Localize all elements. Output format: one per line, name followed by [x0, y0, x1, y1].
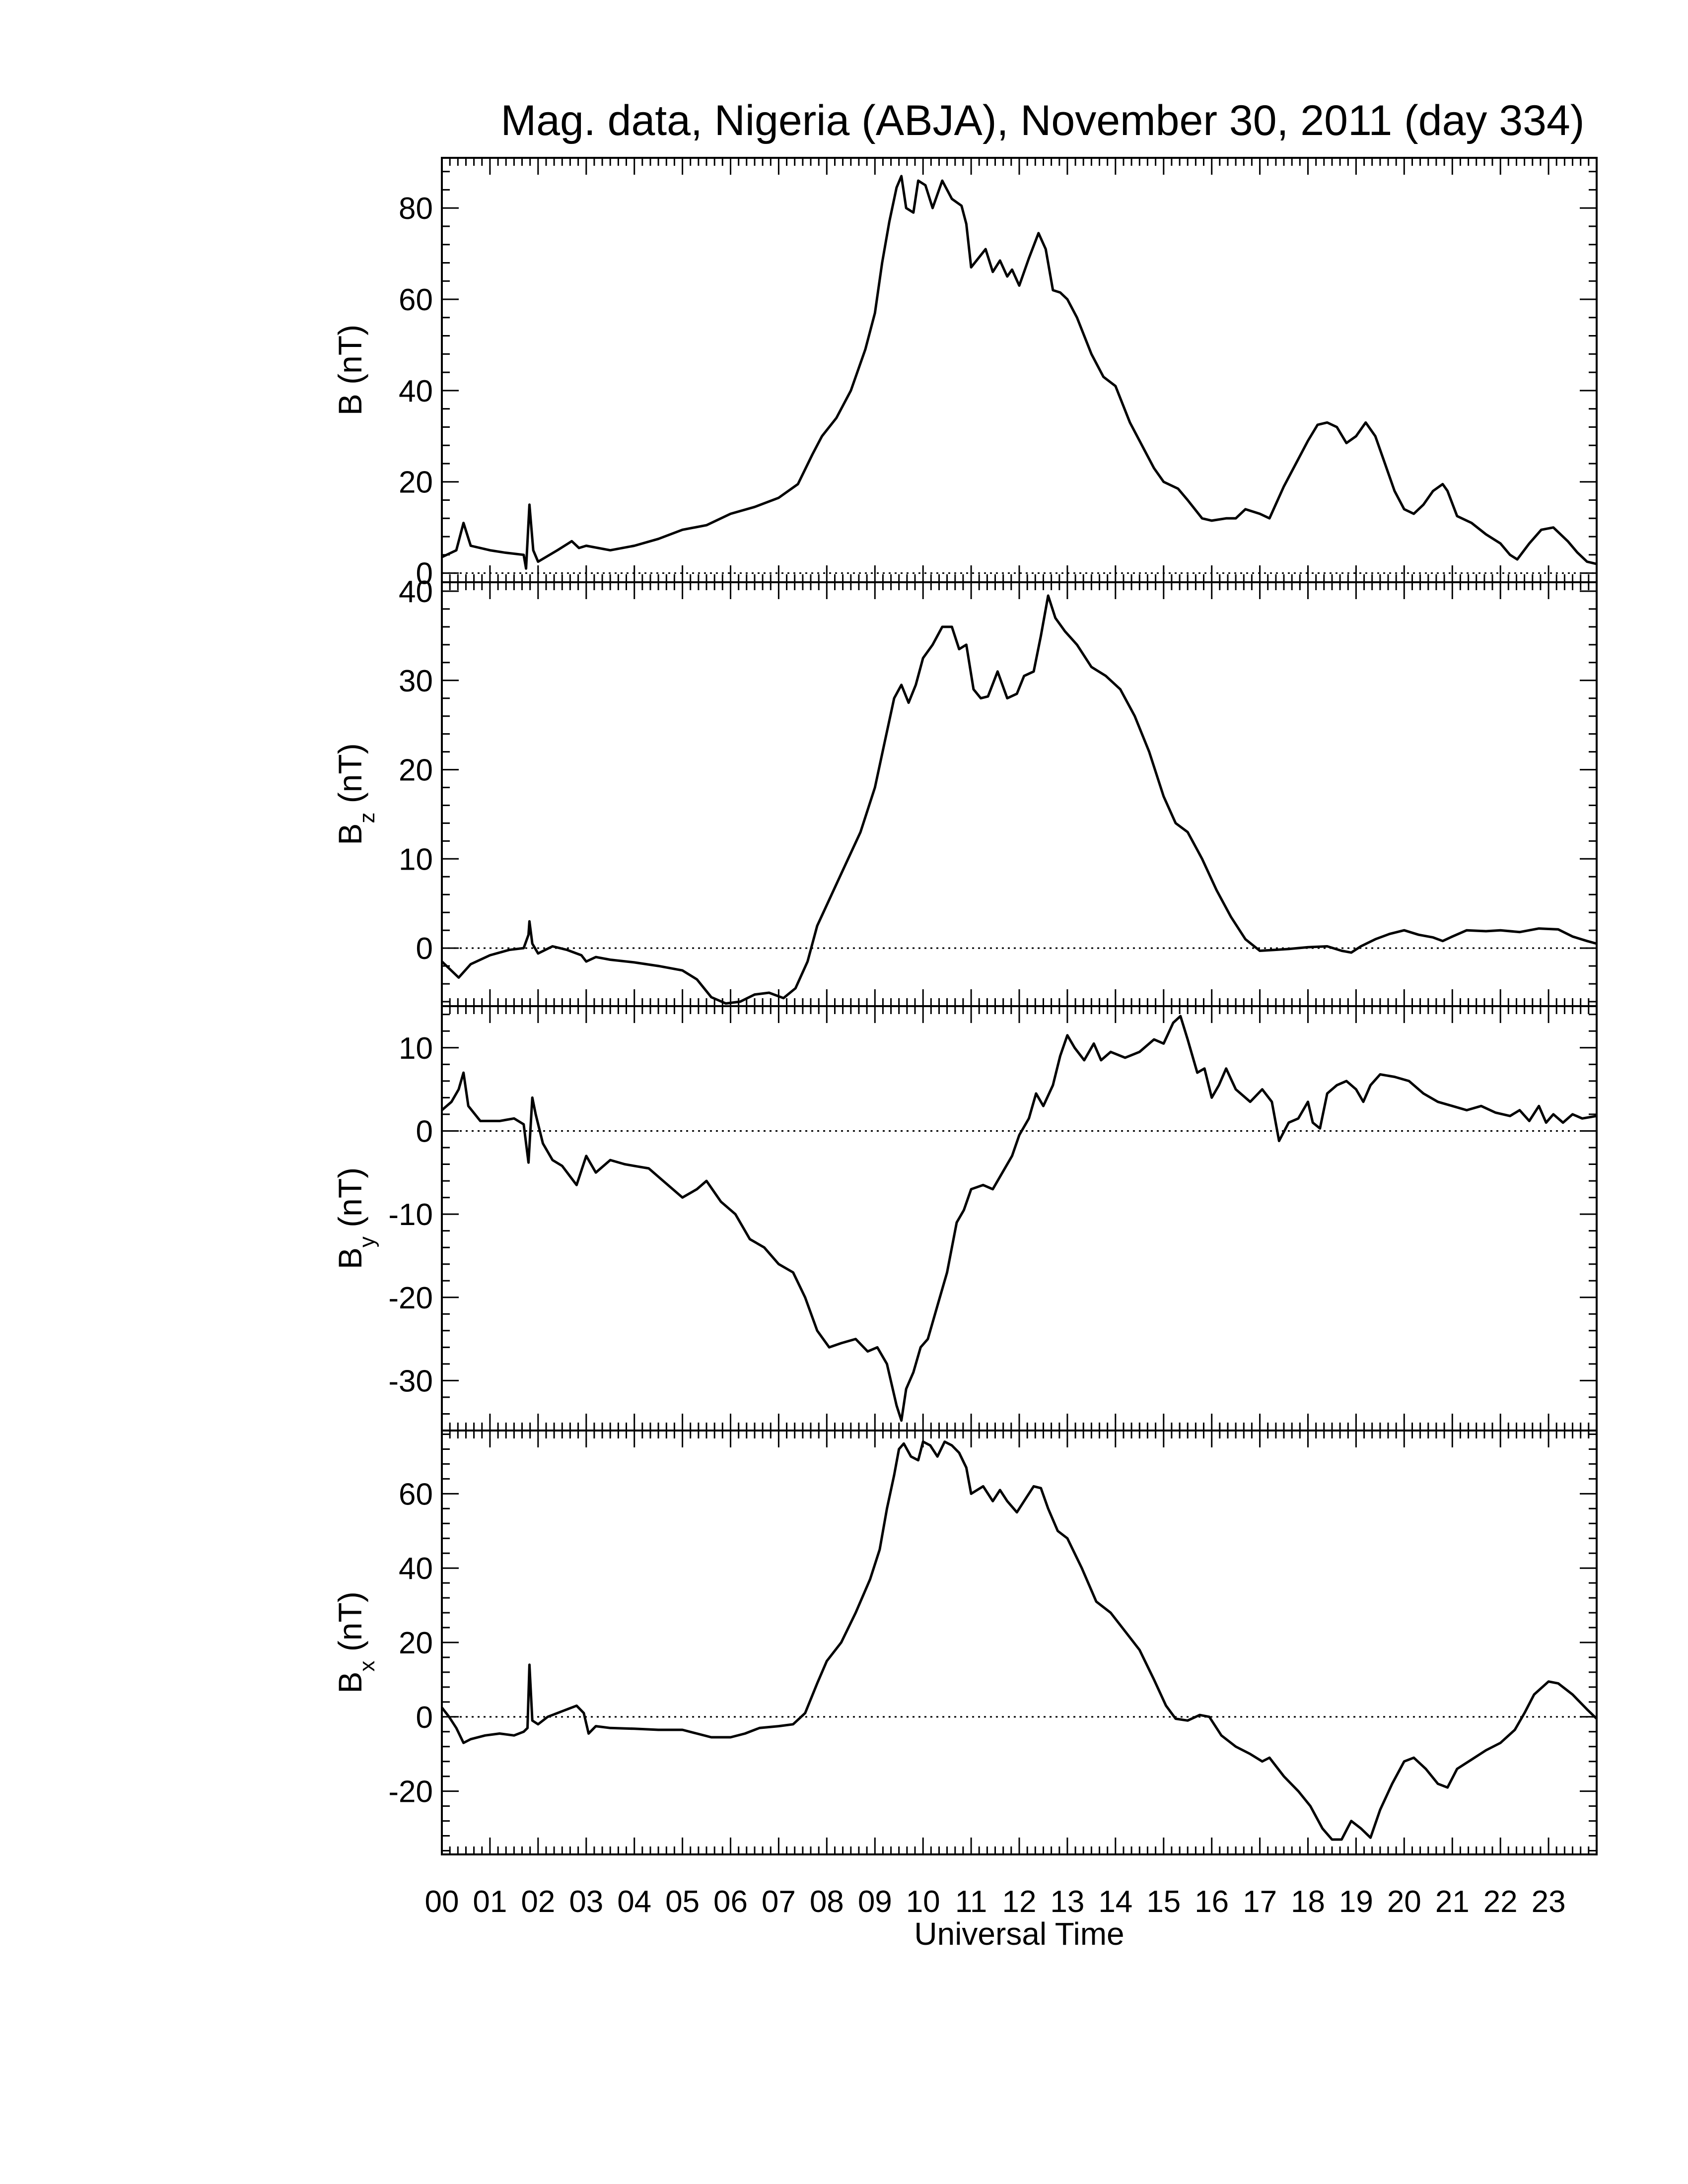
x-tick-label: 00: [425, 1885, 459, 1919]
x-tick-label: 07: [762, 1885, 796, 1919]
x-tick-label: 21: [1435, 1885, 1470, 1919]
x-tick-label: 01: [473, 1885, 507, 1919]
y-tick-label: -30: [388, 1364, 433, 1398]
x-tick-label: 09: [858, 1885, 892, 1919]
x-axis-label: Universal Time: [914, 1916, 1124, 1952]
series-line: [441, 1440, 1598, 1841]
x-tick-label: 18: [1291, 1885, 1325, 1919]
x-tick-marks: [441, 1431, 1598, 1854]
y-tick-label: 60: [399, 1477, 433, 1511]
x-tick-labels: 00 01 02 03 04 05 06 07 08 09 10 11 12 13 14 15 16 17 18 19…: [425, 1885, 1566, 1919]
series-line: [441, 1015, 1597, 1422]
y-axis-label-unit: (nT): [332, 1167, 368, 1236]
y-tick-label: 30: [399, 664, 433, 698]
y-axis-label-unit: (nT): [332, 743, 368, 812]
figure-title: Mag. data, Nigeria (ABJA), November 30, …: [501, 97, 1585, 144]
y-tick-label: 10: [399, 842, 433, 877]
y-tick-marks: [442, 590, 1597, 1003]
y-tick-label: 80: [399, 192, 433, 226]
y-tick-label: 60: [399, 283, 433, 317]
panel-4: -20 0 20 40 60 Bx (nT): [332, 1430, 1598, 1855]
x-tick-label: 14: [1098, 1885, 1132, 1919]
y-axis-label-main: B: [332, 823, 368, 845]
y-tick-label: 40: [399, 374, 433, 409]
x-tick-marks: [441, 1006, 1598, 1431]
x-tick-label: 02: [521, 1885, 555, 1919]
y-tick-label: 0: [416, 1701, 433, 1735]
x-tick-label: 17: [1243, 1885, 1277, 1919]
y-tick-label: 20: [399, 466, 433, 500]
y-tick-marks: [442, 171, 1597, 574]
y-axis-label: Bz (nT): [332, 743, 379, 845]
x-tick-label: 16: [1195, 1885, 1229, 1919]
y-tick-label: 0: [416, 557, 433, 591]
x-tick-marks: [441, 582, 1598, 1006]
y-tick-label: 0: [416, 932, 433, 966]
x-tick-label: 13: [1050, 1885, 1084, 1919]
y-axis-label: By (nT): [332, 1167, 379, 1269]
y-axis-label-subscript: y: [355, 1236, 379, 1247]
series-line: [441, 175, 1597, 570]
y-tick-label: -10: [388, 1198, 433, 1232]
x-tick-label: 04: [617, 1885, 651, 1919]
x-tick-label: 12: [1002, 1885, 1037, 1919]
y-tick-marks: [442, 1433, 1597, 1851]
y-axis-label-unit: (nT): [332, 325, 368, 394]
x-tick-label: 20: [1387, 1885, 1421, 1919]
x-tick-label: 19: [1339, 1885, 1373, 1919]
x-tick-label: 06: [713, 1885, 748, 1919]
x-tick-label: 03: [569, 1885, 603, 1919]
y-axis-label-main: B: [332, 1247, 368, 1269]
y-tick-label: 40: [399, 1552, 433, 1586]
x-tick-label: 15: [1146, 1885, 1181, 1919]
y-tick-label: 10: [399, 1031, 433, 1066]
y-axis-label: B (nT): [332, 325, 368, 415]
y-tick-label: 0: [416, 1114, 433, 1149]
y-tick-label: -20: [388, 1775, 433, 1809]
series-line: [441, 594, 1597, 1005]
x-tick-label: 23: [1532, 1885, 1566, 1919]
y-axis-label-subscript: z: [355, 813, 379, 823]
y-axis-label-unit: (nT): [332, 1591, 368, 1660]
y-axis-label-main: B: [332, 1672, 368, 1694]
panels-group: 0 20 40 60 80 B (nT) 0 10 20 30 40 Bz (nT) -30 -20 -10…: [332, 157, 1598, 1855]
x-tick-label: 05: [665, 1885, 700, 1919]
y-axis-label-main: B: [332, 394, 368, 415]
y-tick-label: 20: [399, 753, 433, 788]
x-tick-label: 22: [1483, 1885, 1518, 1919]
x-tick-label: 11: [955, 1885, 987, 1919]
panel-3: -30 -20 -10 0 10 By (nT): [332, 1005, 1598, 1432]
y-axis-label-subscript: x: [355, 1661, 379, 1672]
x-tick-label: 10: [906, 1885, 940, 1919]
x-tick-label: 08: [810, 1885, 844, 1919]
panel-1: 0 20 40 60 80 B (nT): [332, 157, 1598, 591]
y-tick-label: -20: [388, 1281, 433, 1315]
y-axis-label: Bx (nT): [332, 1591, 379, 1693]
y-tick-label: 40: [399, 575, 433, 609]
y-tick-label: 20: [399, 1626, 433, 1660]
